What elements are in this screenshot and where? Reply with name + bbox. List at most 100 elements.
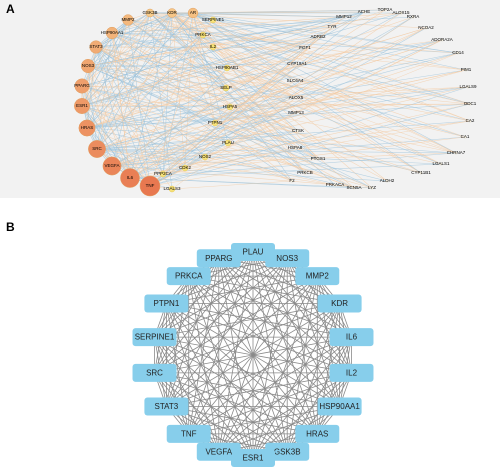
edge	[111, 19, 214, 167]
edge	[111, 120, 471, 167]
edge	[96, 148, 355, 189]
gene-node	[196, 249, 241, 268]
node-label: HSP90AB1	[216, 65, 239, 70]
outer-node	[303, 46, 307, 50]
outer-node	[424, 26, 428, 30]
edge	[192, 12, 216, 124]
edge	[129, 152, 457, 179]
edge	[96, 148, 457, 154]
outer-node	[419, 171, 423, 175]
node-label: NCOA2	[418, 25, 434, 30]
edge	[129, 80, 296, 179]
outer-node	[439, 162, 443, 166]
edge	[252, 251, 318, 435]
node-label: STAT3	[155, 402, 179, 411]
edge	[202, 34, 459, 54]
gene-node	[295, 424, 340, 443]
node-label: ALOX5	[289, 95, 304, 100]
node-label: SLC6A4	[287, 78, 304, 83]
hub-node	[167, 8, 177, 18]
outer-node	[370, 186, 374, 190]
outer-node	[294, 96, 298, 100]
node-label: IL6	[127, 175, 134, 180]
node-label: CA1	[461, 134, 470, 139]
outer-node	[411, 15, 415, 19]
edge	[184, 16, 414, 169]
edge	[188, 275, 340, 407]
edge	[95, 46, 293, 182]
hub-node	[139, 175, 161, 197]
edge	[192, 12, 345, 18]
node-label: PLAU	[243, 248, 264, 257]
outer-node	[293, 79, 297, 83]
outer-node	[440, 38, 444, 42]
edge	[95, 12, 151, 48]
edge	[218, 257, 352, 374]
edge	[154, 251, 254, 374]
edge	[188, 275, 340, 304]
node-label: TYR	[328, 24, 338, 29]
gene-node	[317, 397, 362, 416]
edge	[87, 19, 214, 67]
node-label: KDR	[167, 10, 177, 15]
edge	[171, 180, 293, 190]
edge	[229, 103, 471, 108]
node-label: GSK3B	[142, 10, 157, 15]
outer-node	[290, 179, 294, 183]
edge	[87, 65, 355, 189]
node-label: PRKCA	[195, 32, 211, 37]
node-label: SERPINE1	[202, 17, 225, 22]
edge	[95, 46, 229, 144]
edge	[96, 19, 214, 150]
edge	[96, 148, 442, 165]
edge	[166, 303, 254, 459]
edge	[111, 32, 459, 54]
edge	[316, 275, 352, 374]
mid-node	[199, 31, 207, 39]
edge	[129, 12, 173, 179]
node-label: HRAS	[81, 125, 94, 130]
edge	[226, 36, 319, 69]
node-label: CTSK	[292, 128, 304, 133]
node-label: LGALS3	[163, 186, 181, 191]
edge	[188, 276, 220, 452]
node-label: VEGFA	[104, 163, 119, 168]
edge	[154, 336, 318, 435]
edge	[192, 12, 471, 122]
gene-node	[166, 424, 211, 443]
node-label: PRKCB	[297, 170, 313, 175]
edge	[214, 122, 422, 174]
edge	[204, 39, 443, 158]
node-label: NOS3	[82, 63, 95, 68]
node-label: PRKACA	[326, 182, 345, 187]
hub-node	[88, 140, 106, 158]
edge	[154, 257, 288, 338]
edge	[129, 163, 442, 179]
node-label: PRKCA	[175, 272, 203, 281]
hub-node	[102, 156, 122, 176]
edge	[226, 9, 386, 69]
edge	[252, 336, 352, 459]
node-label: PLAU	[222, 140, 234, 145]
gene-node	[265, 442, 310, 461]
edge	[166, 303, 318, 435]
gene-node	[144, 397, 189, 416]
edge	[81, 12, 151, 107]
edge	[184, 36, 319, 169]
node-label: ACHE	[358, 9, 371, 14]
edge	[188, 275, 352, 338]
node-label: HSP90AA1	[319, 402, 360, 411]
edge	[81, 86, 469, 107]
edge	[218, 258, 318, 435]
edge	[81, 19, 129, 107]
edge	[81, 11, 365, 107]
node-label: AR	[190, 10, 197, 15]
edge	[214, 122, 373, 189]
edge	[149, 12, 402, 187]
node-label: PIM1	[461, 67, 472, 72]
edge	[188, 251, 254, 435]
edge	[81, 47, 306, 107]
edge	[111, 12, 173, 34]
edge	[154, 336, 190, 435]
node-label: TNF	[181, 430, 197, 439]
